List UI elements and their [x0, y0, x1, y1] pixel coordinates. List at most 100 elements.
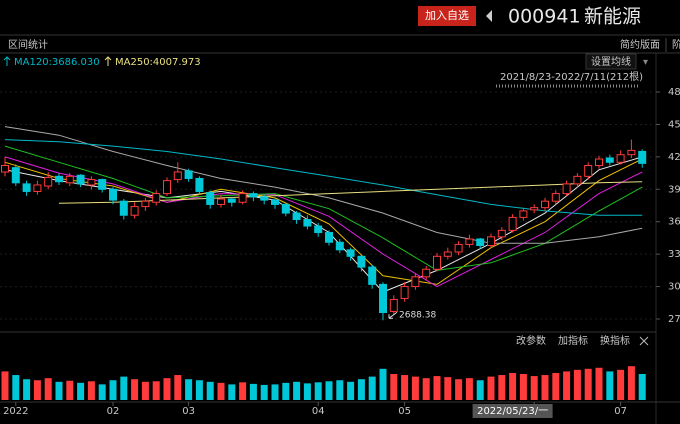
candle-body — [508, 216, 517, 231]
volume-bar — [444, 377, 452, 400]
volume-bar — [390, 374, 398, 400]
candle-body — [638, 150, 647, 164]
volume-bar — [498, 375, 506, 400]
volume-bar — [249, 383, 257, 400]
candle-body — [87, 179, 96, 186]
candle-body — [595, 158, 603, 167]
volume-bar — [411, 376, 419, 400]
volume-bar — [66, 380, 74, 400]
legend-arrow — [104, 56, 112, 66]
volume-bar — [530, 376, 538, 400]
add-button[interactable] — [418, 6, 476, 26]
volume-bar — [23, 379, 31, 400]
volume-bar — [455, 379, 463, 400]
volume-bar — [573, 369, 581, 400]
y-tick-label: 36 — [668, 217, 680, 228]
candle-body — [109, 188, 117, 201]
stock-code: 000941 — [508, 6, 581, 28]
volume-bar — [314, 382, 322, 400]
y-tick-label: 30 — [668, 282, 680, 293]
volume-bar — [44, 378, 52, 400]
candle-body — [497, 229, 506, 238]
candle-body — [487, 236, 495, 246]
volume-bar — [595, 367, 603, 400]
candle-body — [141, 200, 150, 208]
ma-line — [4, 158, 643, 285]
candle-body — [627, 149, 636, 156]
candle-body — [562, 183, 571, 195]
stock-name: 新能源 — [584, 6, 641, 28]
candle-body — [22, 183, 31, 192]
candle-body — [519, 210, 528, 218]
close-icon[interactable] — [639, 336, 649, 346]
volume-bar — [293, 381, 301, 400]
candle-body — [238, 193, 247, 203]
volume-bar — [336, 380, 344, 400]
volume-bar — [638, 374, 646, 400]
candle-body — [98, 179, 107, 190]
candle-body — [454, 243, 463, 253]
ma-line — [4, 126, 643, 244]
toolbar-cut[interactable]: 阶 — [672, 38, 680, 51]
candle-body — [217, 198, 225, 205]
legend-arrow — [3, 56, 11, 66]
x-tick-label: 04 — [312, 406, 325, 417]
indicator-button[interactable]: 加指标 — [558, 334, 588, 347]
legend-entry: MA120:3686.030 — [14, 57, 100, 68]
candle-body — [400, 286, 409, 299]
candle-body — [573, 175, 582, 185]
volume-bar — [152, 381, 160, 400]
candle-body — [530, 207, 539, 211]
legend-entry: MA250:4007.973 — [115, 57, 201, 68]
volume-bar — [465, 378, 473, 400]
volume-bar — [131, 379, 139, 400]
volume-bar — [109, 380, 117, 400]
y-tick-label: 27 — [668, 314, 680, 325]
y-tick-label: 48 — [668, 87, 680, 98]
candle-body — [292, 212, 301, 221]
volume-bar — [33, 380, 41, 400]
volume-bar — [195, 380, 203, 400]
add-button-label[interactable]: 加入自选 — [425, 9, 469, 22]
volume-bar — [77, 382, 85, 400]
low-annotation: 2688.38 — [399, 311, 436, 321]
settings-icon[interactable]: ▾ — [643, 57, 648, 68]
candle-body — [616, 154, 625, 163]
settings-button-label[interactable]: 设置均线 — [591, 55, 631, 68]
indicator-button[interactable]: 改参数 — [516, 334, 546, 347]
candle-body — [551, 193, 560, 202]
volume-bar — [357, 379, 365, 400]
candle-body — [433, 255, 441, 270]
volume-bar — [368, 376, 376, 400]
back-arrow[interactable] — [486, 10, 492, 22]
candle-body — [33, 184, 42, 192]
candle-body — [368, 266, 377, 285]
volume-bar — [487, 376, 495, 400]
volume-bar — [401, 375, 409, 400]
ma-line — [4, 156, 643, 288]
candle-body — [605, 157, 614, 163]
volume-bar — [541, 375, 549, 400]
candle-body — [184, 170, 193, 179]
volume-bar — [260, 384, 268, 400]
candle-body — [260, 196, 269, 201]
indicator-button[interactable]: 换指标 — [600, 334, 630, 347]
simple-layout[interactable]: 简约版面 — [620, 38, 660, 51]
candle-body — [76, 174, 85, 185]
volume-bar — [379, 368, 387, 400]
x-tick-label: 07 — [614, 406, 627, 417]
volume-bar — [617, 369, 625, 400]
candle-body — [465, 238, 474, 245]
volume-bar — [120, 376, 128, 400]
candle-body — [411, 276, 420, 288]
annotation-arrow — [388, 311, 398, 319]
volume-bar — [1, 371, 9, 400]
volume-bar — [271, 384, 279, 400]
settings-button[interactable] — [585, 53, 637, 70]
candle-body — [357, 255, 366, 268]
candle-body — [206, 192, 215, 205]
volume-bar — [584, 368, 592, 400]
range-stats[interactable]: 区间统计 — [8, 38, 48, 51]
